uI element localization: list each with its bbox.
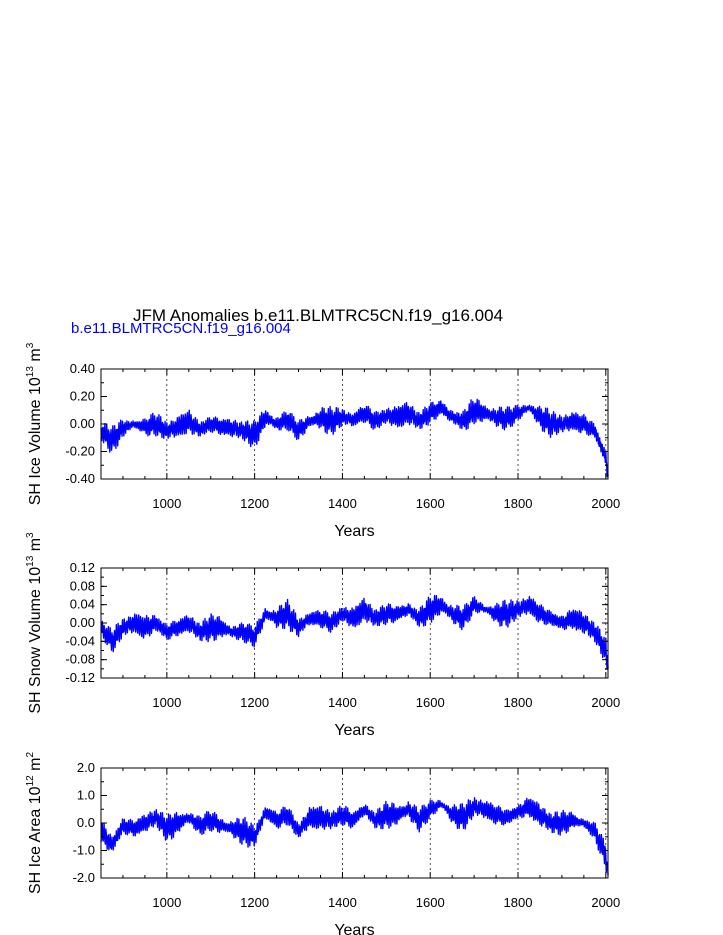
- x-tick-label: 2000: [591, 895, 620, 910]
- x-tick-label: 1600: [416, 895, 445, 910]
- x-tick-label: 1400: [328, 895, 357, 910]
- chart-title: JFM Anomalies b.e11.BLMTRC5CN.f19_g16.00…: [133, 306, 503, 325]
- y-tick-label: 0.0: [77, 815, 95, 830]
- y-axis-title-part: m: [27, 348, 44, 366]
- y-axis-title-part: 13: [25, 366, 36, 378]
- y-tick-label: -0.20: [65, 444, 95, 459]
- y-axis-title: SH Ice Volume 1013 m3: [25, 342, 44, 505]
- x-tick-label: 1200: [240, 895, 269, 910]
- y-axis-title-part: SH Snow Volume 10: [27, 567, 44, 714]
- x-axis-title: Years: [334, 922, 374, 935]
- y-tick-label: 0.00: [70, 615, 95, 630]
- x-tick-label: 2000: [591, 695, 620, 710]
- y-tick-label: -0.04: [65, 633, 95, 648]
- y-tick-label: -2.0: [73, 870, 95, 885]
- x-tick-label: 1400: [328, 695, 357, 710]
- x-tick-label: 1200: [240, 695, 269, 710]
- panel-3: 2.0 1.0 0.0 -1.0 -2.0 1000 1200 1400 1600 1800 200…: [25, 752, 620, 935]
- series-line: [100, 595, 609, 670]
- y-tick-label: 2.0: [77, 760, 95, 775]
- y-tick-label: 0.04: [70, 597, 95, 612]
- y-tick-label: 0.00: [70, 416, 95, 431]
- y-axis-title: SH Ice Area 1012 m2: [25, 752, 44, 895]
- y-tick-label: -0.12: [65, 670, 95, 685]
- x-tick-label: 1000: [152, 496, 181, 511]
- series-line: [100, 797, 609, 876]
- y-axis-title-part: 3: [25, 342, 36, 348]
- x-tick-label: 1800: [504, 695, 533, 710]
- x-tick-label: 1200: [240, 496, 269, 511]
- y-axis-title-part: SH Ice Volume 10: [27, 377, 44, 505]
- x-axis-title: Years: [334, 523, 374, 540]
- y-axis-title-part: m: [27, 538, 44, 556]
- x-tick-label: 2000: [591, 496, 620, 511]
- y-axis-title-part: 2: [25, 752, 36, 758]
- series-line: [100, 398, 609, 478]
- y-tick-label: 1.0: [77, 788, 95, 803]
- y-axis-title-part: 13: [25, 555, 36, 567]
- y-tick-label: -0.40: [65, 471, 95, 486]
- y-axis-title-part: 3: [25, 532, 36, 538]
- y-tick-label: 0.20: [70, 389, 95, 404]
- x-tick-label: 1600: [416, 695, 445, 710]
- x-tick-label: 1800: [504, 895, 533, 910]
- y-tick-label: -0.08: [65, 652, 95, 667]
- y-tick-label: 0.12: [70, 560, 95, 575]
- y-tick-label: 0.40: [70, 361, 95, 376]
- y-axis-title-part: SH Ice Area 10: [27, 786, 44, 894]
- y-tick-label: 0.08: [70, 578, 95, 593]
- panels: 0.40 0.20 0.00 -0.20 -0.40 1000 1200 1400 1600 18…: [25, 342, 620, 935]
- y-axis-title-part: 12: [25, 775, 36, 787]
- x-tick-label: 1400: [328, 496, 357, 511]
- x-axis-title: Years: [334, 722, 374, 739]
- y-axis-title: SH Snow Volume 1013 m3: [25, 532, 44, 714]
- x-tick-label: 1800: [504, 496, 533, 511]
- x-tick-label: 1600: [416, 496, 445, 511]
- panel-1: 0.40 0.20 0.00 -0.20 -0.40 1000 1200 1400 1600 18…: [25, 342, 620, 540]
- chart-subtitle: b.e11.BLMTRC5CN.f19_g16.004: [71, 320, 291, 337]
- panel-2: 0.12 0.08 0.04 0.00 -0.04 -0.08 -0.12 1000 1200 1…: [25, 532, 620, 739]
- x-tick-label: 1000: [152, 695, 181, 710]
- x-tick-label: 1000: [152, 895, 181, 910]
- y-axis-title-part: m: [27, 758, 44, 776]
- y-tick-label: -1.0: [73, 843, 95, 858]
